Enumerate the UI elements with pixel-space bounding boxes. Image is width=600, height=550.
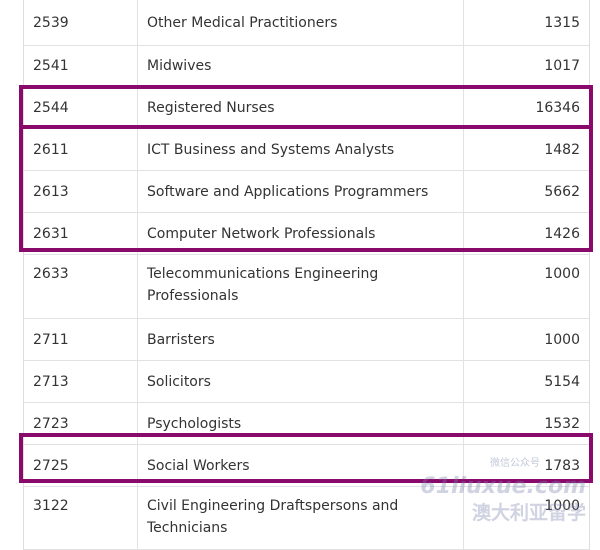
occupation-code: 2711 — [24, 319, 138, 360]
occupation-ceiling: 1000 — [544, 498, 580, 514]
occupation-code: 2539 — [24, 0, 138, 45]
highlight-box-ict — [19, 125, 593, 252]
occupation-name: Barristers — [138, 319, 464, 360]
occupation-code: 2713 — [24, 361, 138, 402]
occupation-name: Civil Engineering Draftspersons and Tech… — [138, 487, 464, 549]
occupation-ceiling: 1482 — [544, 141, 580, 158]
occupation-name: Registered Nurses — [138, 87, 464, 128]
occupation-code: 2631 — [24, 213, 138, 254]
table-row: 2713 Solicitors 5154 — [24, 361, 589, 403]
occupation-code: 2611 — [24, 129, 138, 170]
table-row: 2633 Telecommunications Engineering Prof… — [24, 255, 589, 319]
occupation-ceiling: 1000 — [544, 331, 580, 348]
occupation-code: 2613 — [24, 171, 138, 212]
watermark-logo-cn: 澳大利亚留学 — [471, 502, 586, 524]
occupation-code: 2544 — [24, 87, 138, 128]
watermark-small: 微信公众号 — [490, 458, 540, 469]
occupation-name: Social Workers — [138, 445, 464, 486]
table-row: 2723 Psychologists 1532 — [24, 403, 589, 445]
occupation-name: Solicitors — [138, 361, 464, 402]
occupation-name: Software and Applications Programmers — [138, 171, 464, 212]
highlight-box-nurses — [19, 85, 593, 129]
occupation-name: Psychologists — [138, 403, 464, 444]
occupation-name: ICT Business and Systems Analysts — [138, 129, 464, 170]
highlight-box-social-workers — [19, 433, 593, 483]
watermark-logo: 61liuxue.com — [420, 474, 586, 499]
occupation-ceiling: 1000 — [544, 266, 580, 282]
table-row: 2539 Other Medical Practitioners 1315 — [24, 0, 589, 46]
table-row: 2611 ICT Business and Systems Analysts 1… — [24, 129, 589, 171]
occupation-ceiling: 1783 — [544, 457, 580, 474]
occupation-name: Other Medical Practitioners — [138, 0, 464, 45]
table-row: 2711 Barristers 1000 — [24, 319, 589, 361]
table-row: 2544 Registered Nurses 16346 — [24, 87, 589, 129]
occupation-name: Telecommunications Engineering Professio… — [138, 255, 464, 318]
occupation-name: Midwives — [138, 46, 464, 86]
occupation-name: Computer Network Professionals — [138, 213, 464, 254]
occupation-ceiling: 1017 — [544, 58, 580, 74]
table-row: 2541 Midwives 1017 — [24, 46, 589, 87]
occupation-code: 2541 — [24, 46, 138, 86]
occupation-code: 2633 — [24, 255, 138, 318]
occupation-ceiling: 1315 — [544, 14, 580, 31]
occupation-code: 2723 — [24, 403, 138, 444]
occupation-code: 3122 — [24, 487, 138, 549]
table-row: 2613 Software and Applications Programme… — [24, 171, 589, 213]
occupation-ceiling: 1426 — [544, 225, 580, 242]
occupation-ceiling: 5662 — [544, 183, 580, 200]
occupation-ceiling: 5154 — [544, 373, 580, 390]
occupation-ceiling: 16346 — [535, 99, 580, 116]
occupation-ceiling: 1532 — [544, 415, 580, 432]
occupation-code: 2725 — [24, 445, 138, 486]
